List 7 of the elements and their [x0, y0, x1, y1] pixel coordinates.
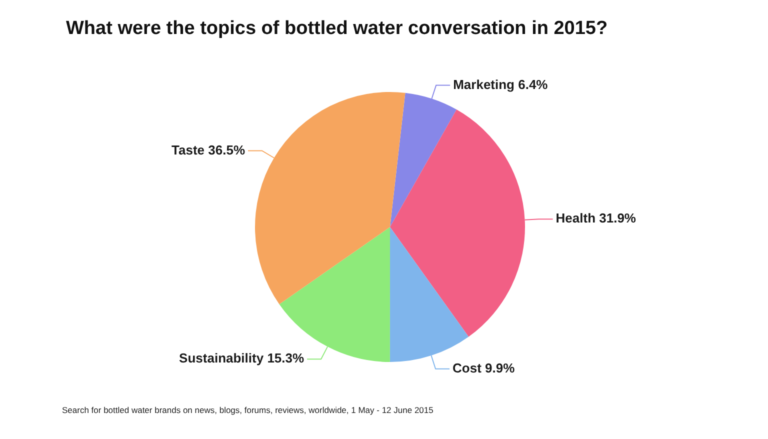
slice-label: Sustainability 15.3%: [179, 350, 304, 366]
text: Search for bottled water brands on news, blogs, forums, reviews, worldwide, 1 May - 12 June 2015: [62, 405, 434, 415]
slice-label: Cost 9.9%: [452, 360, 516, 376]
slice-label: Taste 36.5%: [172, 142, 246, 158]
slice-label: Marketing 6.4%: [453, 76, 548, 92]
slice-label: Health 31.9%: [556, 210, 636, 226]
chart-title: What were the topics of bottled water conversation in 2015?: [66, 18, 608, 40]
